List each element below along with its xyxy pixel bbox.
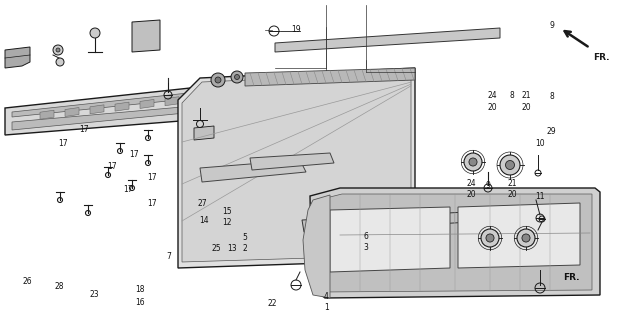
Text: 23: 23 — [90, 290, 100, 299]
Text: 9: 9 — [485, 181, 490, 190]
Text: 18: 18 — [135, 285, 144, 294]
Circle shape — [481, 229, 499, 247]
Polygon shape — [316, 194, 592, 292]
Polygon shape — [200, 160, 306, 182]
Text: 22: 22 — [268, 299, 276, 307]
Polygon shape — [182, 73, 411, 262]
Circle shape — [56, 48, 60, 52]
Text: 8: 8 — [509, 91, 515, 100]
Text: 21: 21 — [508, 179, 516, 188]
Text: 17: 17 — [147, 174, 157, 182]
Text: 7: 7 — [166, 252, 171, 261]
Polygon shape — [90, 105, 104, 114]
Text: 17: 17 — [79, 125, 90, 134]
Polygon shape — [302, 212, 470, 232]
Circle shape — [522, 234, 530, 242]
Text: 19: 19 — [291, 26, 301, 34]
Text: 2: 2 — [242, 244, 247, 253]
Text: 17: 17 — [147, 199, 157, 208]
Polygon shape — [165, 97, 179, 106]
Text: 27: 27 — [197, 199, 207, 208]
Circle shape — [215, 77, 221, 83]
Polygon shape — [245, 68, 415, 86]
Text: 14: 14 — [198, 216, 209, 225]
Text: 24: 24 — [488, 91, 498, 100]
Polygon shape — [132, 20, 160, 52]
Text: 20: 20 — [466, 190, 476, 199]
Text: 28: 28 — [54, 282, 63, 291]
Text: 12: 12 — [223, 218, 232, 226]
Text: 13: 13 — [227, 244, 237, 253]
Text: 11: 11 — [535, 192, 544, 201]
Text: 16: 16 — [134, 298, 145, 307]
Text: 17: 17 — [107, 163, 117, 171]
Text: FR.: FR. — [593, 53, 609, 62]
Circle shape — [211, 73, 225, 87]
Polygon shape — [178, 68, 415, 268]
Text: 17: 17 — [129, 151, 140, 159]
Polygon shape — [303, 195, 330, 298]
Circle shape — [469, 158, 477, 166]
Text: 25: 25 — [211, 244, 221, 253]
Text: FR.: FR. — [563, 273, 580, 282]
Circle shape — [234, 75, 239, 79]
Polygon shape — [12, 104, 216, 130]
Text: 20: 20 — [507, 190, 517, 199]
Text: 9: 9 — [549, 21, 554, 30]
Text: 8: 8 — [549, 92, 554, 100]
Text: 6: 6 — [364, 232, 369, 241]
Text: 17: 17 — [58, 139, 68, 148]
Polygon shape — [250, 153, 334, 170]
Polygon shape — [115, 102, 129, 111]
Text: 3: 3 — [364, 243, 369, 252]
Text: 10: 10 — [534, 139, 545, 148]
Circle shape — [53, 45, 63, 55]
Polygon shape — [310, 188, 600, 298]
Polygon shape — [12, 90, 216, 117]
Text: 24: 24 — [466, 179, 476, 188]
Text: 21: 21 — [522, 91, 531, 100]
Polygon shape — [40, 110, 54, 119]
Text: 29: 29 — [547, 127, 557, 136]
Polygon shape — [194, 126, 214, 140]
Polygon shape — [5, 85, 218, 135]
Text: 17: 17 — [123, 185, 133, 193]
Text: 5: 5 — [242, 233, 247, 242]
Text: 1: 1 — [324, 303, 329, 312]
Text: 4: 4 — [324, 292, 329, 301]
Circle shape — [506, 161, 515, 169]
Circle shape — [464, 153, 482, 171]
Polygon shape — [5, 47, 30, 68]
Circle shape — [90, 28, 100, 38]
Circle shape — [500, 155, 520, 175]
Polygon shape — [65, 107, 79, 117]
Polygon shape — [330, 207, 450, 272]
Text: 15: 15 — [222, 207, 232, 215]
Polygon shape — [140, 100, 154, 108]
Circle shape — [231, 71, 243, 83]
Polygon shape — [458, 203, 580, 268]
Text: 20: 20 — [488, 103, 498, 112]
Text: 26: 26 — [22, 278, 32, 286]
Circle shape — [486, 234, 494, 242]
Circle shape — [56, 58, 64, 66]
Text: 20: 20 — [521, 103, 531, 112]
Circle shape — [517, 229, 535, 247]
Polygon shape — [275, 28, 500, 52]
